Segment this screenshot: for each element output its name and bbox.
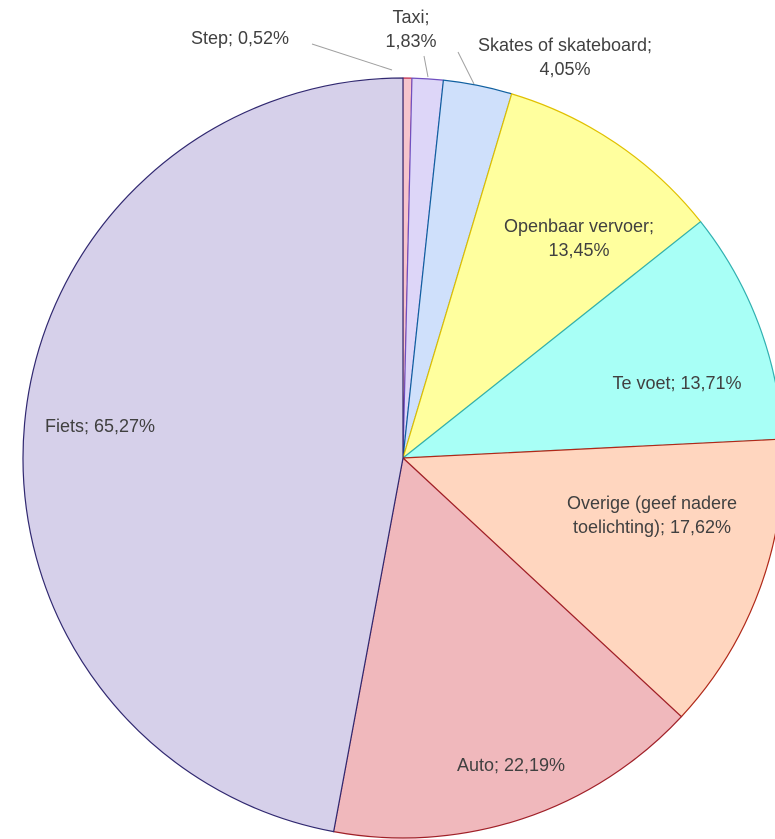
data-label: Skates of skateboard; 4,05% (460, 33, 670, 81)
slice (401, 438, 775, 718)
data-label: Auto; 22,19% (411, 753, 611, 777)
data-label: Fiets; 65,27% (0, 414, 200, 438)
value-label: 13,45% (548, 240, 610, 260)
separator: ; (670, 373, 681, 393)
data-label: Step; 0,52% (165, 26, 315, 50)
value-label: 13,71% (680, 373, 742, 393)
category: Fiets (44, 416, 84, 436)
data-label: Overige (geef nadere toelichting); 17,62… (542, 491, 762, 539)
data-label: Taxi; 1,83% (381, 5, 441, 53)
value-label: 0,52% (238, 28, 290, 48)
separator: ; (493, 755, 504, 775)
category: Openbaar vervoer (503, 216, 650, 236)
value-label: 4,05% (539, 59, 591, 79)
separator: ; (659, 517, 670, 537)
separator: ; (647, 35, 658, 55)
separator: ; (227, 28, 238, 48)
data-label: Openbaar vervoer; 13,45% (479, 214, 679, 262)
separator: ; (649, 216, 660, 236)
slice (22, 77, 404, 833)
slice (401, 220, 775, 459)
leader-line (311, 43, 393, 71)
separator: ; (424, 7, 435, 27)
category: Auto (456, 755, 494, 775)
leader-line (457, 51, 475, 85)
category: Overige (geef nadere toelichting) (566, 493, 738, 537)
category: Te voet (612, 373, 671, 393)
slice (401, 93, 702, 460)
leader-lines (311, 43, 475, 85)
value-label: 17,62% (670, 517, 732, 537)
category: Skates of skateboard (477, 35, 648, 55)
slice (332, 456, 683, 839)
value-label: 1,83% (385, 31, 437, 51)
separator: ; (83, 416, 94, 436)
category: Step (190, 28, 228, 48)
category: Taxi (392, 7, 425, 27)
pie (22, 77, 775, 839)
value-label: 65,27% (93, 416, 156, 436)
data-label: Te voet; 13,71% (577, 371, 775, 395)
leader-line (423, 55, 429, 78)
value-label: 22,19% (503, 755, 566, 775)
